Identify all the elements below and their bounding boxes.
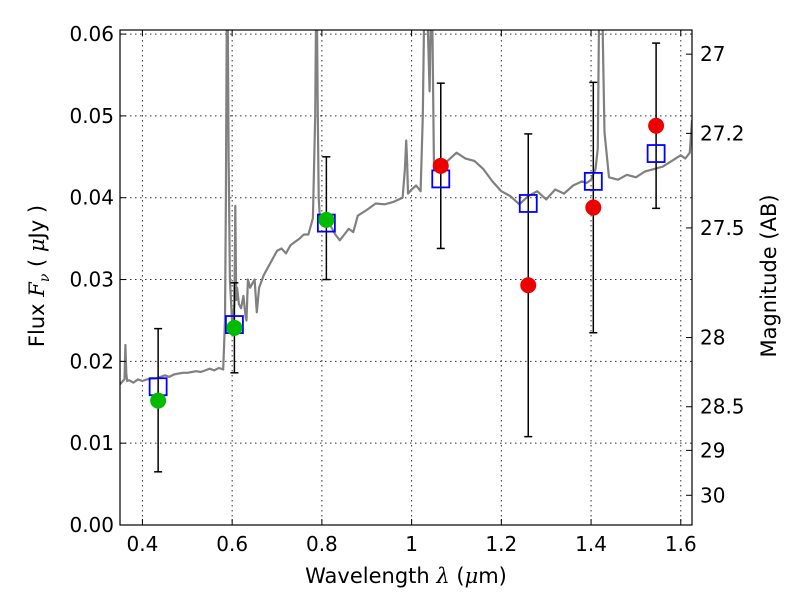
x-tick-label: 0.4: [127, 532, 159, 556]
magnitude-tick-label: 29: [700, 438, 725, 462]
magnitude-tick-label: 27: [700, 42, 725, 66]
model-photometry-square: [583, 171, 603, 191]
observed-point: [520, 277, 537, 294]
observed-point: [648, 117, 665, 134]
model-photometry-square: [518, 194, 538, 213]
observed-point: [432, 157, 449, 174]
observed-points-layer: [150, 117, 665, 409]
x-tick-label: 1.6: [665, 532, 697, 556]
grid: [120, 30, 692, 526]
observed-point: [226, 319, 243, 336]
y-tick-label: 0.05: [69, 104, 114, 128]
model-spectrum-layer: [120, 30, 692, 386]
y-axis-magnitude: 27 27.2 27.5 28 28.5 29 30: [686, 42, 745, 507]
y-tick-label: 0.02: [69, 349, 114, 373]
y-axis-flux: 0.00 0.01 0.02 0.03 0.04 0.05 0.06: [69, 22, 126, 537]
observed-point: [585, 199, 602, 216]
model-photometry-square: [646, 144, 666, 163]
magnitude-tick-label: 28: [700, 326, 725, 350]
magnitude-axis-label: Magnitude (AB): [757, 194, 781, 357]
observed-point: [318, 211, 335, 228]
y-tick-label: 0.04: [69, 186, 114, 210]
y-axis-label: Flux Fν ( μJy ): [25, 205, 53, 347]
model-spectrum-line: [120, 30, 692, 386]
x-tick-label: 0.6: [216, 532, 248, 556]
x-tick-label: 0.8: [306, 532, 338, 556]
x-axis: 0.4 0.6 0.8 1 1.2 1.4 1.6: [127, 30, 697, 556]
observed-point: [150, 392, 167, 409]
magnitude-tick-label: 27.5: [700, 216, 745, 240]
y-tick-label: 0.06: [69, 22, 114, 46]
y-tick-label: 0.01: [69, 431, 114, 455]
x-tick-label: 1.4: [575, 532, 607, 556]
magnitude-tick-label: 30: [700, 483, 725, 507]
x-tick-label: 1.2: [485, 532, 517, 556]
magnitude-tick-label: 28.5: [700, 395, 745, 419]
x-axis-label: Wavelength λ (μm): [305, 564, 507, 588]
magnitude-tick-label: 27.2: [700, 121, 745, 145]
plot-frame: [119, 29, 693, 526]
y-tick-label: 0.03: [69, 268, 114, 292]
y-tick-label: 0.00: [69, 513, 114, 537]
x-tick-label: 1: [405, 532, 418, 556]
